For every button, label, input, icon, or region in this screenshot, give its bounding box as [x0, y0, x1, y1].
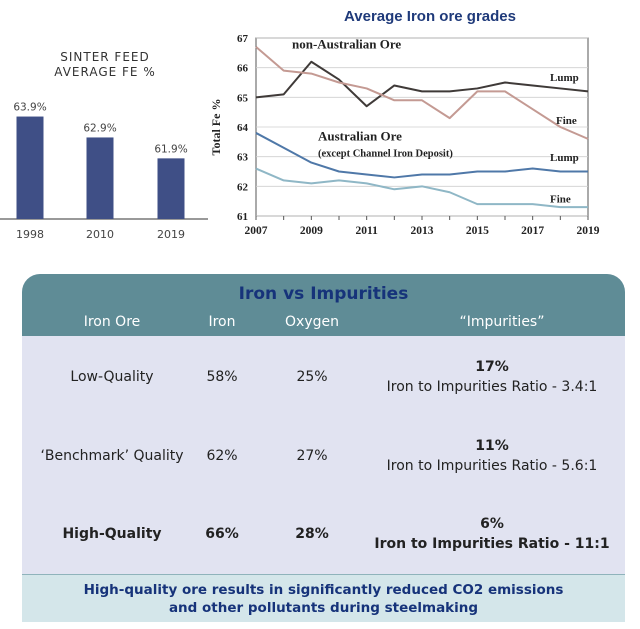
annotation-australian-sub: (except Channel Iron Deposit) — [318, 149, 453, 160]
bar-value-label: 62.9% — [83, 122, 116, 134]
bar-chart-title: SINTER FEED AVERAGE FE % — [40, 50, 170, 80]
row-impurities: 17% — [475, 359, 509, 375]
footer-note: High-quality ore results in significantl… — [83, 582, 564, 616]
x-tick-label: 2019 — [577, 225, 600, 237]
x-tick-label: 2007 — [245, 225, 268, 237]
annotation-lump-bottom: Lump — [550, 152, 579, 164]
y-tick-label: 67 — [237, 33, 249, 45]
y-tick-label: 62 — [237, 181, 249, 193]
table-title: Iron vs Impurities — [238, 284, 409, 304]
annotation-non-australian: non-Australian Ore — [292, 36, 401, 51]
bar-category-label: 2019 — [157, 228, 185, 241]
series-line — [255, 167, 588, 209]
row-iron: 62% — [206, 448, 238, 464]
line-chart-title: Average Iron ore grades — [343, 8, 516, 25]
row-oxygen: 27% — [296, 448, 328, 464]
x-tick-label: 2009 — [300, 225, 323, 237]
row-ore: High-Quality — [62, 526, 162, 542]
series-line — [255, 132, 588, 179]
row-impurities: 11% — [475, 438, 509, 454]
row-ore: ‘Benchmark’ Quality — [40, 448, 184, 464]
y-tick-label: 64 — [237, 122, 249, 134]
row-impurities: 6% — [480, 516, 504, 532]
bar-chart-title-line2: AVERAGE FE % — [54, 65, 156, 79]
column-header-iron: Iron — [208, 314, 236, 330]
y-tick-label: 61 — [237, 211, 248, 223]
column-header-impurities: “Impurities” — [459, 314, 545, 330]
line-chart: 61 62 63 64 65 66 67 2007 2009 2011 2013 2015 2017 20… — [209, 33, 600, 237]
row-oxygen: 25% — [296, 369, 328, 385]
annotation-australian: Australian Ore — [318, 128, 402, 143]
series-line — [255, 60, 589, 108]
row-iron: 66% — [205, 526, 239, 542]
row-ratio: Iron to Impurities Ratio - 11:1 — [374, 536, 610, 552]
annotation-fine-top: Fine — [556, 115, 577, 127]
series-line — [255, 46, 589, 140]
impurities-table: Iron vs Impurities Iron Ore Iron Oxygen … — [22, 274, 625, 622]
bar-chart: 63.9% 1998 62.9% 2010 61.9% 2019 — [0, 102, 208, 241]
bar-category-label: 1998 — [16, 228, 44, 241]
column-header-iron-ore: Iron Ore — [83, 314, 141, 330]
table-footer: High-quality ore results in significantl… — [22, 574, 625, 622]
bar-chart-title-line1: SINTER FEED — [60, 50, 150, 64]
x-tick-label: 2011 — [355, 225, 378, 237]
x-tick-label: 2017 — [521, 225, 544, 237]
row-iron: 58% — [206, 369, 238, 385]
table-header: Iron vs Impurities Iron Ore Iron Oxygen … — [22, 274, 625, 336]
column-header-oxygen: Oxygen — [285, 314, 339, 330]
bar-category-label: 2010 — [86, 228, 114, 241]
y-tick-label: 63 — [237, 152, 249, 164]
bar-value-label: 63.9% — [13, 102, 46, 114]
row-ratio: Iron to Impurities Ratio - 5.6:1 — [386, 458, 598, 474]
row-ore: Low-Quality — [70, 369, 154, 385]
y-tick-label: 65 — [237, 92, 249, 104]
x-tick-label: 2015 — [466, 225, 489, 237]
bar-value-label: 61.9% — [154, 143, 187, 155]
x-tick-label: 2013 — [411, 225, 434, 237]
row-ratio: Iron to Impurities Ratio - 3.4:1 — [386, 379, 598, 395]
bar — [157, 158, 185, 219]
annotation-lump-top: Lump — [550, 72, 579, 84]
bar — [86, 137, 114, 219]
bar — [16, 116, 44, 219]
y-axis-label: Total Fe % — [209, 99, 223, 156]
y-tick-label: 66 — [237, 63, 249, 75]
row-oxygen: 28% — [295, 526, 329, 542]
annotation-fine-bottom: Fine — [550, 194, 571, 206]
